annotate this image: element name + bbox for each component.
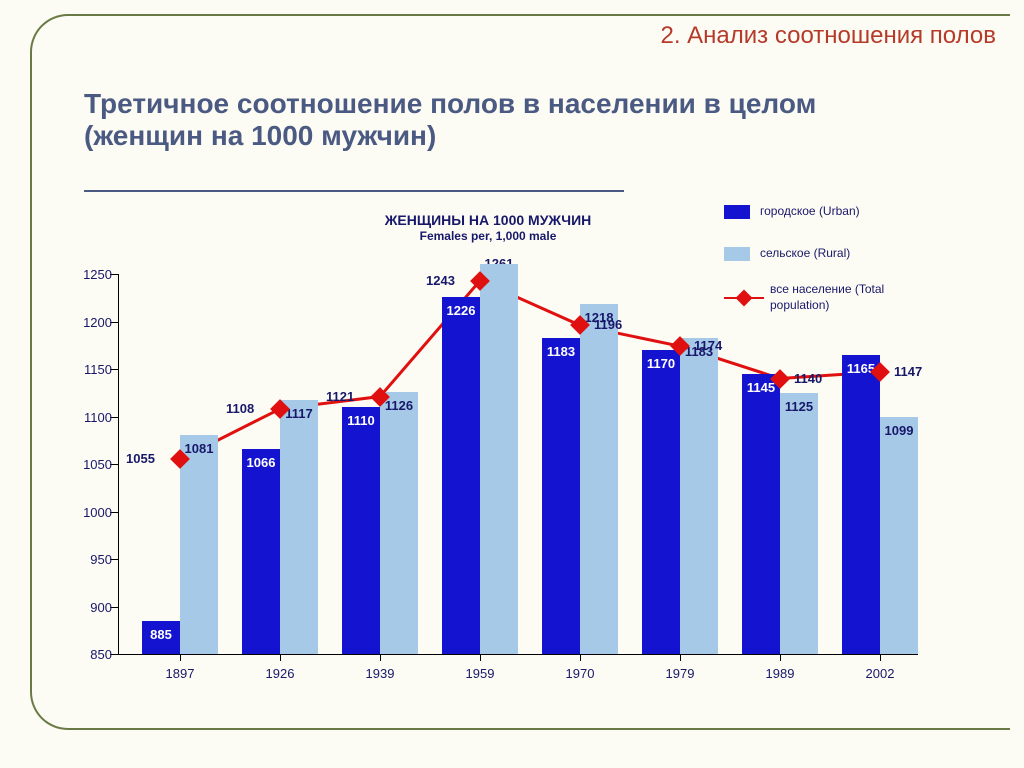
line-point-value: 1243 xyxy=(426,273,455,288)
x-axis xyxy=(118,654,918,655)
bar-rural-value: 1081 xyxy=(180,441,218,456)
bar-urban: 1165 xyxy=(842,355,880,654)
y-tick-label: 1050 xyxy=(66,457,112,472)
legend-urban: городское (Urban) xyxy=(724,198,940,226)
plot-area: 8509009501000105011001150120012501897885… xyxy=(118,274,918,654)
line-point-value: 1055 xyxy=(126,451,155,466)
legend-label-rural: сельское (Rural) xyxy=(760,246,850,262)
x-tick-label: 1979 xyxy=(640,666,720,681)
x-tick xyxy=(380,654,381,661)
bar-urban-value: 1110 xyxy=(342,413,380,428)
bar-urban: 1183 xyxy=(542,338,580,654)
bar-urban: 1110 xyxy=(342,407,380,654)
line-point-value: 1196 xyxy=(594,317,622,332)
slide-title-line2: (женщин на 1000 мужчин) xyxy=(84,120,436,151)
x-tick xyxy=(180,654,181,661)
bar-urban-value: 1183 xyxy=(542,344,580,359)
x-tick-label: 1989 xyxy=(740,666,820,681)
y-tick-label: 1200 xyxy=(66,315,112,330)
bar-urban: 885 xyxy=(142,621,180,654)
bar-rural: 1218 xyxy=(580,304,618,654)
x-tick xyxy=(880,654,881,661)
section-label: 2. Анализ соотношения полов xyxy=(660,22,996,50)
bar-urban: 1226 xyxy=(442,297,480,654)
chart-title-main: ЖЕНЩИНЫ НА 1000 МУЖЧИН xyxy=(385,212,592,228)
legend-label-urban: городское (Urban) xyxy=(760,204,860,220)
line-point-value: 1108 xyxy=(226,401,254,416)
bar-urban-value: 1170 xyxy=(642,356,680,371)
title-underline xyxy=(84,190,624,192)
x-tick-label: 1897 xyxy=(140,666,220,681)
chart: ЖЕНЩИНЫ НА 1000 МУЖЧИН Females per, 1,00… xyxy=(78,210,958,700)
y-tick-label: 950 xyxy=(66,552,112,567)
bar-urban-value: 885 xyxy=(142,627,180,642)
bar-urban: 1066 xyxy=(242,449,280,654)
legend-swatch-rural xyxy=(724,247,750,261)
bar-urban-value: 1226 xyxy=(442,303,480,318)
x-tick xyxy=(280,654,281,661)
y-tick-label: 1250 xyxy=(66,267,112,282)
x-tick xyxy=(780,654,781,661)
line-point-value: 1174 xyxy=(694,338,722,353)
x-tick-label: 2002 xyxy=(840,666,920,681)
bar-urban: 1170 xyxy=(642,350,680,654)
bar-rural: 1125 xyxy=(780,393,818,654)
bar-rural-value: 1125 xyxy=(780,399,818,414)
bar-rural xyxy=(480,264,518,654)
x-tick xyxy=(580,654,581,661)
slide-title: Третичное соотношение полов в населении … xyxy=(84,88,844,152)
legend-rural: сельское (Rural) xyxy=(724,240,940,268)
bar-rural-value: 1099 xyxy=(880,423,918,438)
bar-rural: 1117 xyxy=(280,400,318,654)
x-tick xyxy=(680,654,681,661)
bar-rural: 1126 xyxy=(380,392,418,654)
y-tick-label: 1000 xyxy=(66,505,112,520)
y-tick-label: 900 xyxy=(66,600,112,615)
line-point-value: 1121 xyxy=(326,389,354,404)
x-tick-label: 1939 xyxy=(340,666,420,681)
x-tick-label: 1959 xyxy=(440,666,520,681)
slide: 2. Анализ соотношения полов Третичное со… xyxy=(0,0,1024,768)
x-tick xyxy=(480,654,481,661)
y-tick-label: 1100 xyxy=(66,410,112,425)
y-tick-label: 1150 xyxy=(66,362,112,377)
x-tick-label: 1926 xyxy=(240,666,320,681)
bar-rural: 1081 xyxy=(180,435,218,654)
y-tick-label: 850 xyxy=(66,647,112,662)
bar-urban: 1145 xyxy=(742,374,780,654)
line-point-value: 1147 xyxy=(894,364,922,379)
slide-title-line1: Третичное соотношение полов в населении … xyxy=(84,88,816,119)
line-point-value: 1140 xyxy=(794,371,822,386)
y-axis xyxy=(118,274,119,654)
bar-urban-value: 1066 xyxy=(242,455,280,470)
bar-rural: 1183 xyxy=(680,338,718,654)
x-tick-label: 1970 xyxy=(540,666,620,681)
bar-rural: 1099 xyxy=(880,417,918,654)
chart-title: ЖЕНЩИНЫ НА 1000 МУЖЧИН Females per, 1,00… xyxy=(338,212,638,243)
chart-title-sub: Females per, 1,000 male xyxy=(338,229,638,243)
legend-swatch-urban xyxy=(724,205,750,219)
